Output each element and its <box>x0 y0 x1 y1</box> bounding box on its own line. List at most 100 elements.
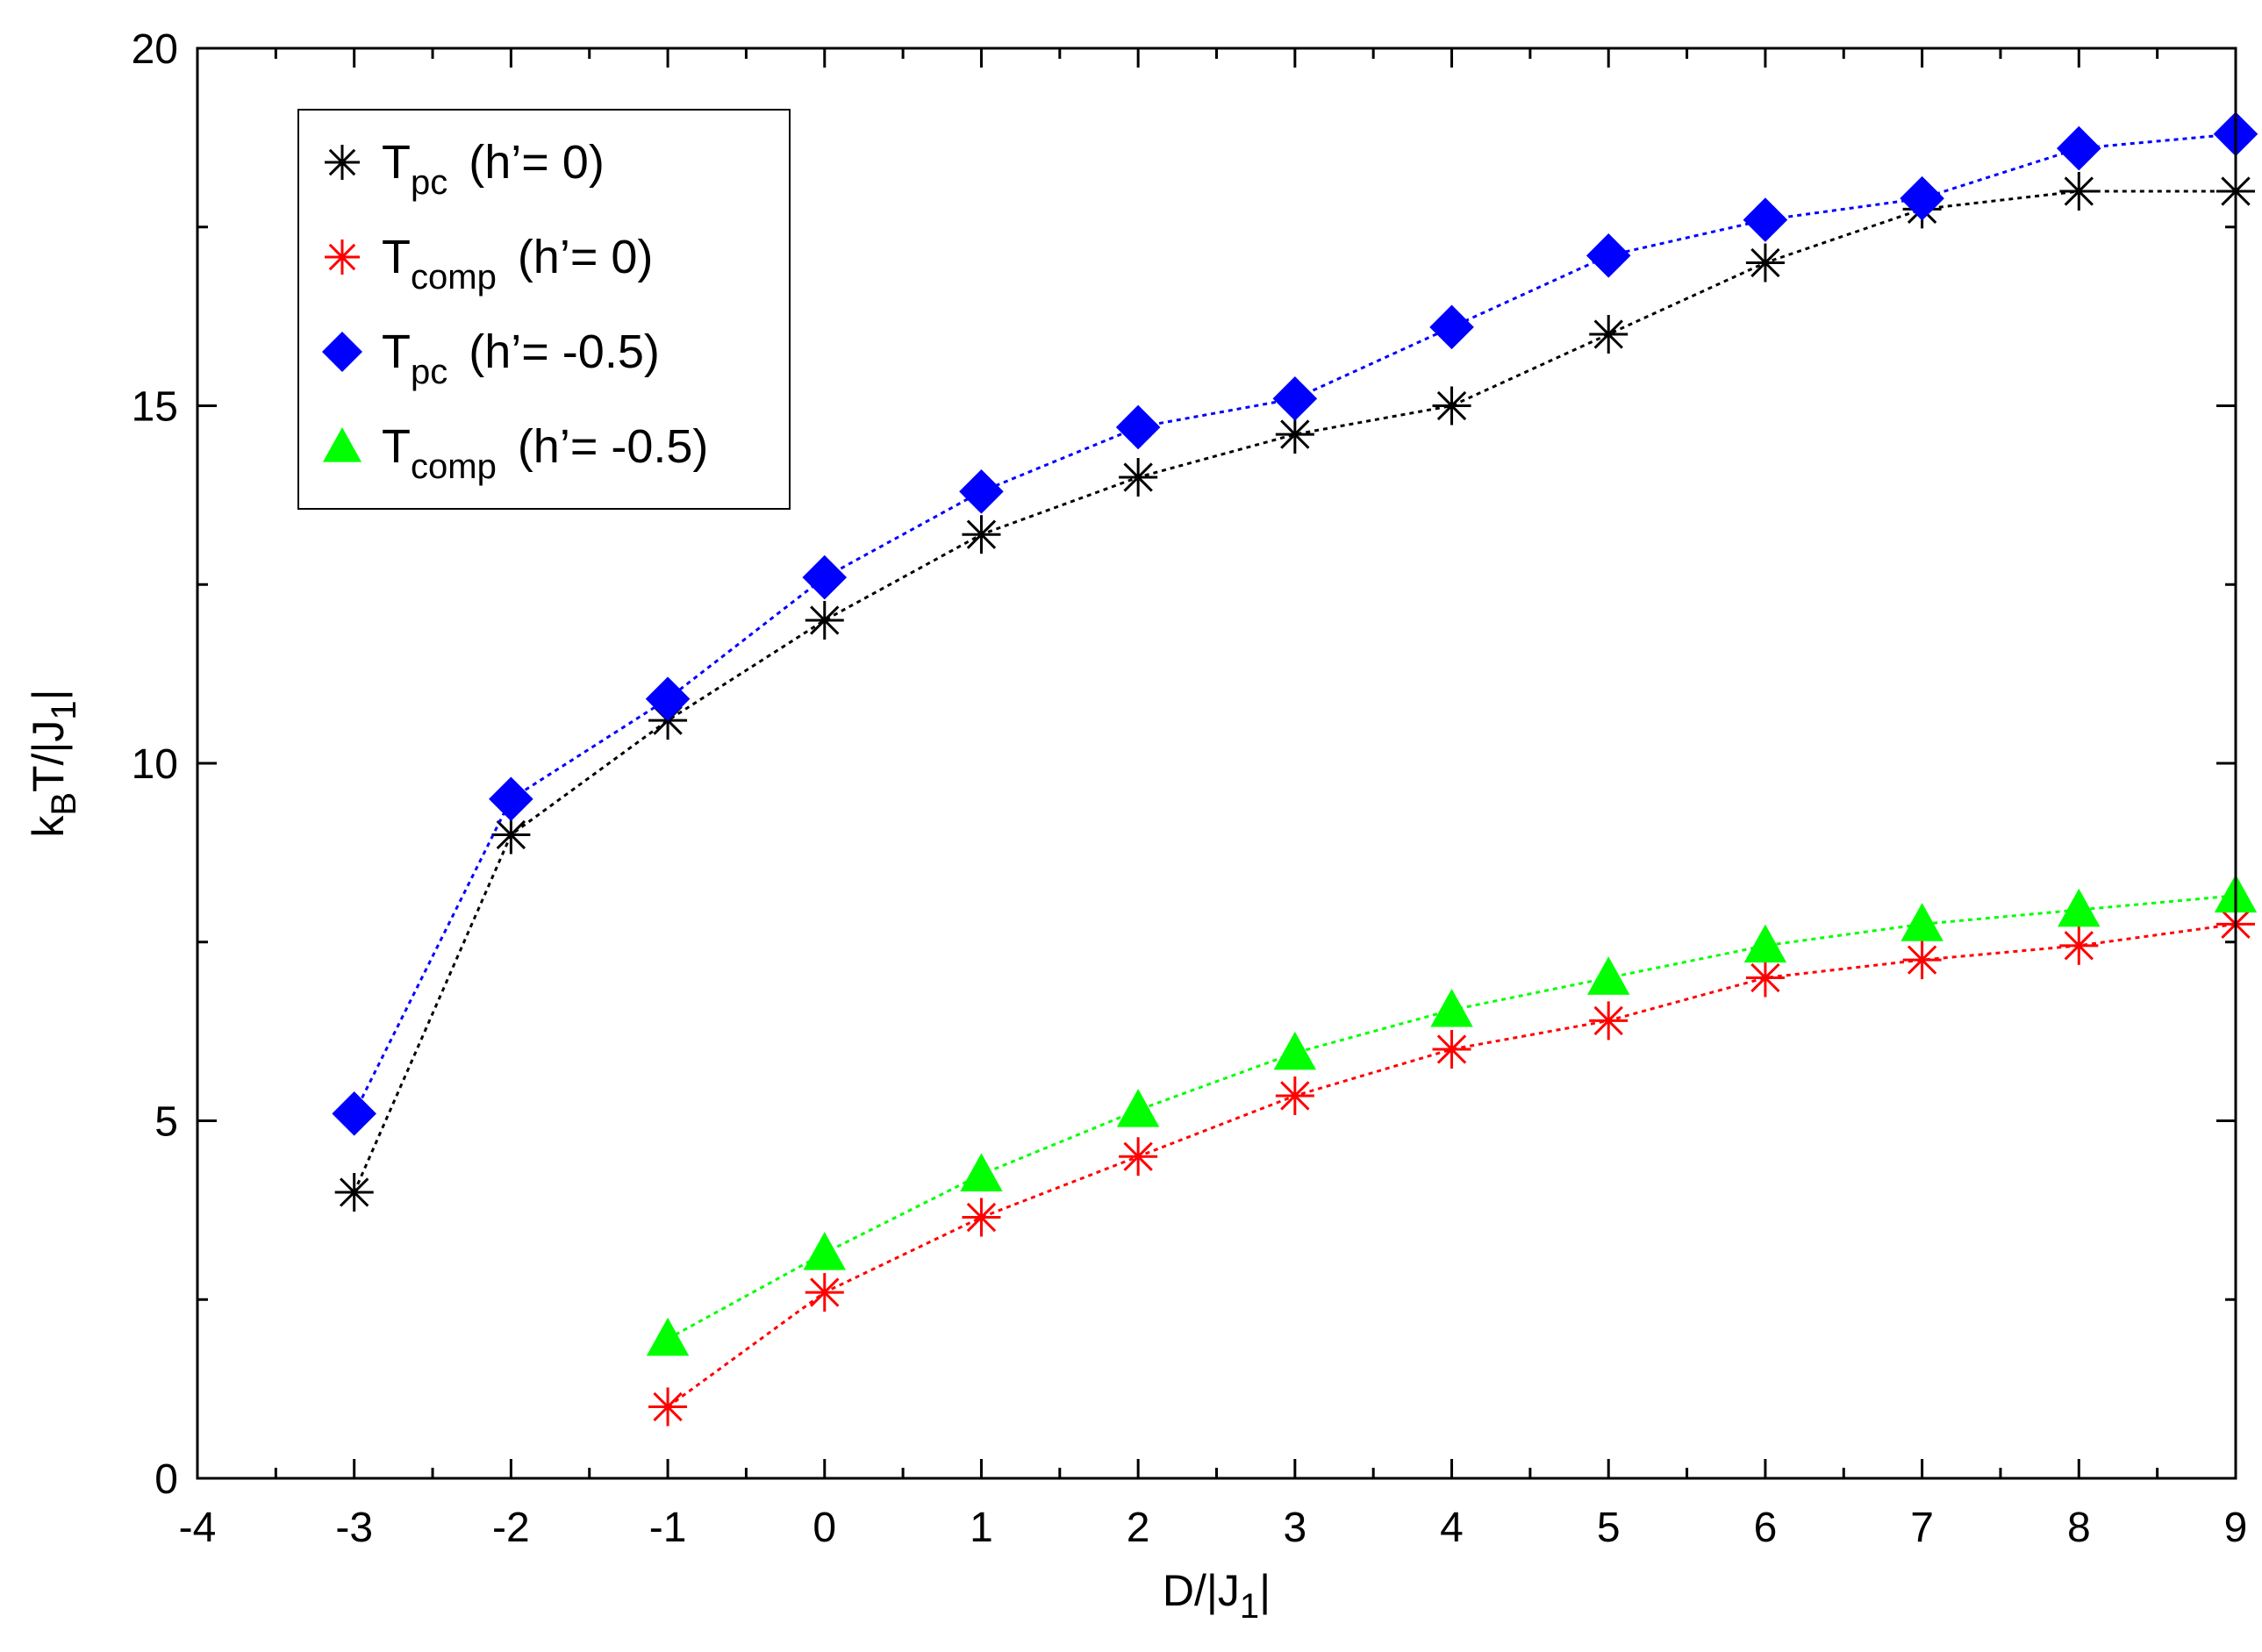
legend-label-rest: (h’= -0.5) <box>518 420 709 473</box>
series-1-point-stroke <box>1280 419 1310 449</box>
series-4-point <box>1743 924 1787 963</box>
series-4-point <box>1901 903 1943 941</box>
x-axis-label: D/|J1| <box>1163 1566 1271 1626</box>
series-3-point <box>332 1091 376 1136</box>
y-axis-label-sub1: B <box>45 792 83 816</box>
series-2-point-stroke <box>966 1202 997 1233</box>
series-1-point-stroke <box>496 819 526 850</box>
series-2-point-stroke <box>653 1391 683 1422</box>
series-3-point <box>1743 197 1788 242</box>
series-1-point-stroke <box>1436 390 1467 421</box>
legend-label-sub: pc <box>411 353 447 391</box>
series-3-point <box>645 676 691 721</box>
y-axis-label-pre: k <box>24 815 73 838</box>
series-4-point <box>2058 888 2101 927</box>
series-2-point <box>1432 1030 1471 1069</box>
x-tick-label: 6 <box>1754 1505 1778 1551</box>
x-axis-label-tail: | <box>1259 1566 1271 1615</box>
legend-marker-3 <box>322 332 362 372</box>
series-3 <box>332 111 2258 1136</box>
series-1-point <box>962 515 1001 554</box>
series-2-point-stroke <box>1436 1034 1467 1064</box>
series-1-point-stroke <box>966 519 997 549</box>
x-tick-label: 4 <box>1440 1505 1464 1551</box>
series-3-point <box>1586 233 1631 278</box>
series-group <box>332 111 2258 1427</box>
series-3-point <box>1429 304 1474 350</box>
legend-marker-2-stroke <box>328 243 356 271</box>
legend-label-3: Tpc (h’= -0.5) <box>382 325 660 391</box>
series-4 <box>646 874 2258 1356</box>
series-2-point <box>2059 926 2099 965</box>
legend-marker-1 <box>325 145 360 180</box>
y-axis-label-mid: T/|J <box>24 720 73 792</box>
series-2 <box>648 905 2255 1427</box>
series-1-point-stroke <box>1123 462 1153 492</box>
legend-label-base: T <box>382 231 411 283</box>
legend-label-rest: (h’= 0) <box>518 231 654 283</box>
legend-label-sub: comp <box>411 447 497 486</box>
legend-label-base: T <box>382 420 411 473</box>
series-1-point-stroke <box>340 1177 369 1207</box>
series-2-point-stroke <box>2064 931 2094 961</box>
legend-marker-4 <box>323 427 361 462</box>
series-4-point <box>960 1153 1003 1191</box>
series-1-point-stroke <box>2064 176 2094 206</box>
x-axis-label-sub: 1 <box>1240 1587 1259 1626</box>
series-4-point <box>1587 956 1630 995</box>
series-1-point <box>1432 386 1471 426</box>
series-1-point <box>1275 415 1314 454</box>
series-3-point <box>2057 125 2101 171</box>
ticks-group: -4 -3 -2 -1 0 1 2 3 4 5 6 7 8 9 0 5 10 15 20 <box>132 26 2248 1551</box>
series-2-point <box>1119 1137 1158 1176</box>
axis-labels-group: D/|J1| kBT/|J1| <box>24 689 1271 1626</box>
x-tick-label: 3 <box>1283 1505 1306 1551</box>
series-1-point <box>1589 315 1628 354</box>
y-tick-label: 20 <box>132 26 178 73</box>
y-tick-label: 10 <box>132 741 178 788</box>
series-2-point <box>1275 1076 1314 1115</box>
x-tick-label: -1 <box>649 1505 687 1551</box>
series-1-point-stroke <box>1750 247 1780 278</box>
x-tick-label: -3 <box>335 1505 373 1551</box>
series-3-point <box>1900 175 1944 221</box>
series-4-point <box>646 1317 690 1356</box>
y-tick-label: 5 <box>154 1099 178 1146</box>
x-axis-label-main: D/|J <box>1163 1566 1240 1615</box>
series-1-point <box>491 815 531 855</box>
x-tick-label: 7 <box>1910 1505 1934 1551</box>
legend-label-sub: comp <box>411 258 497 297</box>
series-2-point <box>962 1198 1001 1237</box>
legend-label-sub: pc <box>411 163 447 202</box>
series-2-point <box>805 1273 844 1312</box>
y-tick-label: 0 <box>154 1456 178 1503</box>
x-tick-label: -4 <box>179 1505 217 1551</box>
series-2-point <box>1902 940 1942 980</box>
x-tick-label: 5 <box>1597 1505 1621 1551</box>
x-tick-label: -2 <box>492 1505 530 1551</box>
series-1-point <box>805 601 844 640</box>
x-tick-label: 0 <box>812 1505 836 1551</box>
legend-marker-2 <box>325 240 360 275</box>
legend-label-1: Tpc (h’= 0) <box>382 136 605 202</box>
series-4-point <box>1116 1089 1160 1127</box>
legend-label-4: Tcomp (h’= -0.5) <box>382 420 708 486</box>
series-1-point <box>334 1173 374 1212</box>
x-tick-label: 2 <box>1127 1505 1150 1551</box>
series-1-point <box>1119 458 1158 497</box>
series-3-point <box>489 776 533 822</box>
series-3-point <box>802 554 848 600</box>
y-axis-label-sub2: 1 <box>45 700 83 719</box>
series-2-point-stroke <box>1907 945 1937 975</box>
legend-label-base: T <box>382 136 411 189</box>
plot-frame <box>196 46 2237 1480</box>
series-4-point <box>1273 1031 1317 1070</box>
y-tick-label: 15 <box>132 384 178 431</box>
legend-label-base: T <box>382 325 411 378</box>
legend-items: Tpc (h’= 0)Tcomp (h’= 0)Tpc (h’= -0.5)Tcomp… <box>322 136 708 486</box>
series-2-point-stroke <box>810 1277 840 1307</box>
series-1-point-stroke <box>810 605 840 635</box>
series-1-point <box>2059 172 2099 211</box>
